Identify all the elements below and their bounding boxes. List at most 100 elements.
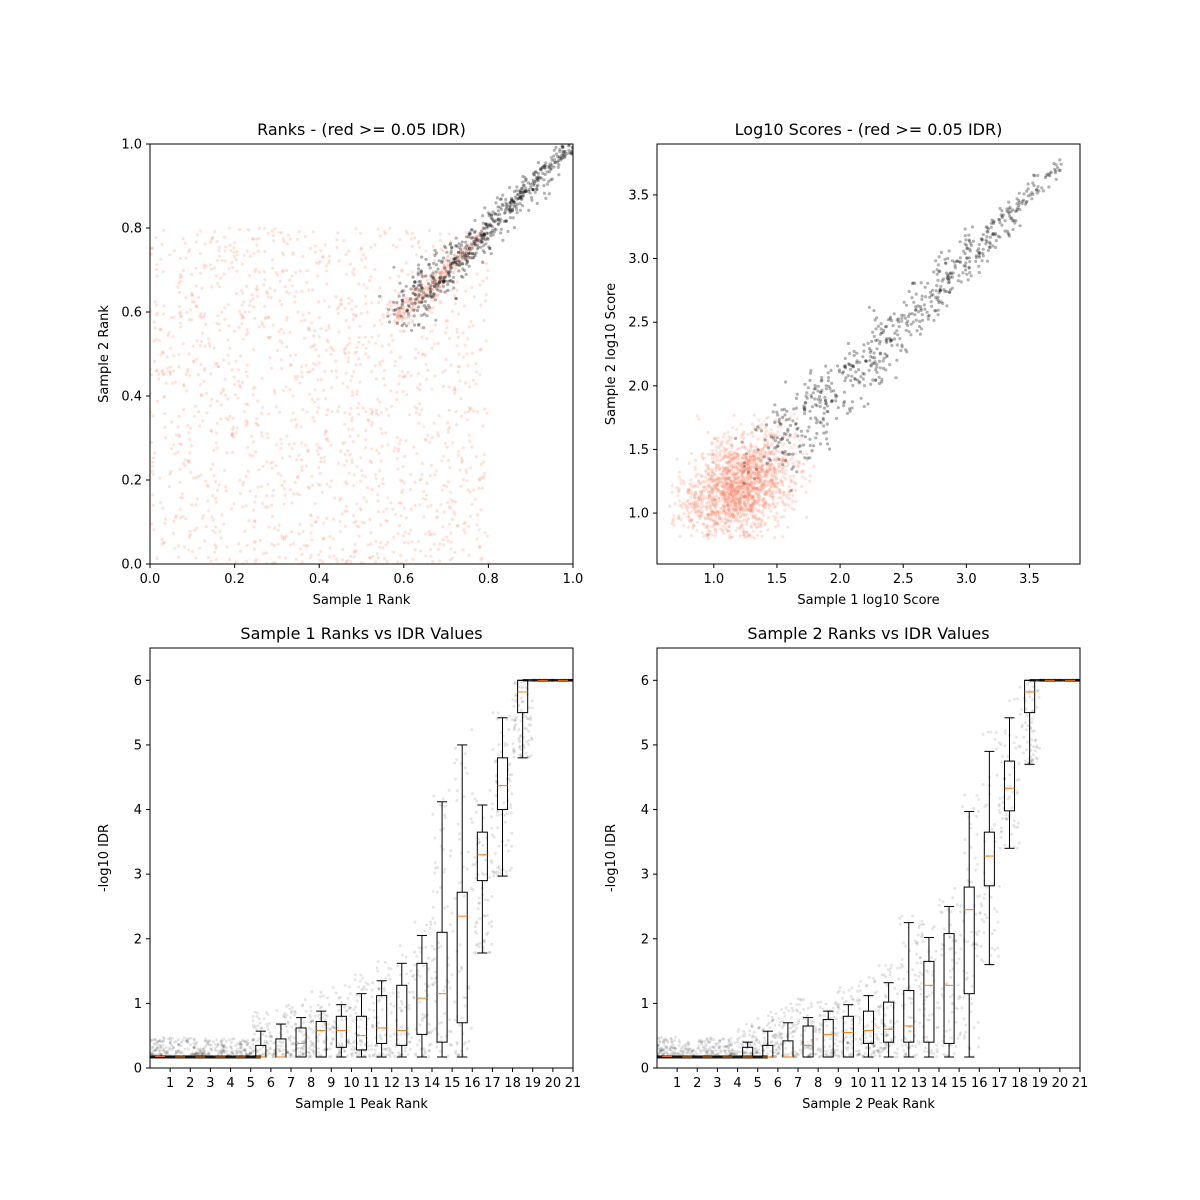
scatter-point xyxy=(280,341,284,345)
scatter-point xyxy=(763,474,767,478)
scatter-point xyxy=(836,406,840,410)
scatter-point xyxy=(397,316,401,320)
scatter-point xyxy=(697,496,701,500)
scatter-point xyxy=(441,279,445,283)
scatter-point xyxy=(516,196,520,201)
scatter-point xyxy=(750,535,754,539)
scatter-point xyxy=(809,416,813,420)
scatter-point xyxy=(357,357,361,361)
scatter-point xyxy=(829,368,833,372)
scatter-point xyxy=(731,473,735,477)
scatter-point xyxy=(317,316,321,320)
scatter-point xyxy=(432,292,436,296)
scatter-point xyxy=(294,425,298,429)
scatter-point xyxy=(762,501,766,506)
scatter-point xyxy=(539,176,543,180)
scatter-point xyxy=(499,227,503,231)
scatter-point xyxy=(339,297,343,301)
scatter-point xyxy=(715,520,719,524)
scatter-point xyxy=(429,554,433,558)
scatter-point xyxy=(745,456,749,460)
scatter-point xyxy=(728,454,732,458)
scatter-point xyxy=(755,475,760,479)
scatter-point xyxy=(404,284,408,288)
scatter-point xyxy=(241,480,245,485)
scatter-point xyxy=(701,480,705,484)
scatter-point xyxy=(904,303,909,307)
scatter-point xyxy=(472,243,476,247)
scatter-point xyxy=(717,516,721,520)
scatter-point xyxy=(741,472,745,476)
scatter-point xyxy=(753,487,757,491)
scatter-point xyxy=(440,270,444,274)
scatter-point xyxy=(370,487,374,491)
scatter-point xyxy=(740,466,744,470)
scatter-point xyxy=(384,543,388,547)
scatter-point xyxy=(751,454,755,458)
scatter-point xyxy=(756,525,760,529)
scatter-point xyxy=(547,179,551,183)
scatter-point xyxy=(377,484,381,488)
scatter-point xyxy=(516,192,520,196)
scatter-point xyxy=(730,457,734,461)
scatter-point xyxy=(295,237,299,241)
scatter-point xyxy=(871,330,875,334)
scatter-point xyxy=(455,524,459,528)
scatter-point xyxy=(315,410,319,414)
scatter-point xyxy=(538,168,543,172)
scatter-point xyxy=(373,364,377,368)
scatter-point xyxy=(742,445,746,449)
scatter-point xyxy=(545,170,549,174)
scatter-point xyxy=(433,284,437,288)
scatter-point xyxy=(878,359,882,363)
scatter-point xyxy=(449,263,453,267)
scatter-point xyxy=(727,460,732,464)
scatter-point xyxy=(726,496,731,500)
scatter-point xyxy=(754,499,758,504)
scatter-point xyxy=(935,284,939,288)
scatter-point xyxy=(729,482,734,486)
scatter-point xyxy=(709,453,713,457)
scatter-point xyxy=(150,522,154,526)
scatter-point xyxy=(757,488,761,492)
scatter-point xyxy=(806,456,810,460)
scatter-point xyxy=(209,372,213,376)
scatter-point xyxy=(846,341,851,346)
scatter-point xyxy=(733,478,737,483)
scatter-point xyxy=(808,378,812,382)
scatter-point xyxy=(768,468,772,472)
scatter-point xyxy=(325,338,329,342)
scatter-point xyxy=(426,307,430,311)
scatter-point xyxy=(401,306,406,310)
idr-point xyxy=(470,728,474,732)
scatter-point xyxy=(467,245,471,249)
scatter-point xyxy=(788,433,792,437)
scatter-point xyxy=(746,492,750,496)
scatter-point xyxy=(377,334,381,338)
scatter-point xyxy=(215,321,219,325)
scatter-point xyxy=(342,463,347,467)
scatter-point xyxy=(733,492,738,496)
scatter-point xyxy=(726,477,730,481)
scatter-point xyxy=(743,446,747,451)
scatter-point xyxy=(445,421,450,425)
scatter-point xyxy=(195,305,199,309)
scatter-point xyxy=(441,279,446,283)
scatter-point xyxy=(150,469,154,473)
scatter-point xyxy=(344,318,348,322)
scatter-point xyxy=(736,476,740,480)
scatter-point xyxy=(787,485,792,489)
idr-point xyxy=(509,803,513,806)
scatter-point xyxy=(389,304,393,308)
scatter-point xyxy=(544,161,548,165)
scatter-point xyxy=(424,257,428,261)
scatter-point xyxy=(715,504,719,508)
scatter-point xyxy=(435,287,439,291)
scatter-point xyxy=(312,419,316,423)
scatter-point xyxy=(437,276,441,280)
scatter-point xyxy=(736,505,740,509)
scatter-point xyxy=(238,491,242,496)
scatter-point xyxy=(757,452,762,456)
scatter-point xyxy=(772,434,776,438)
scatter-point xyxy=(730,443,734,447)
